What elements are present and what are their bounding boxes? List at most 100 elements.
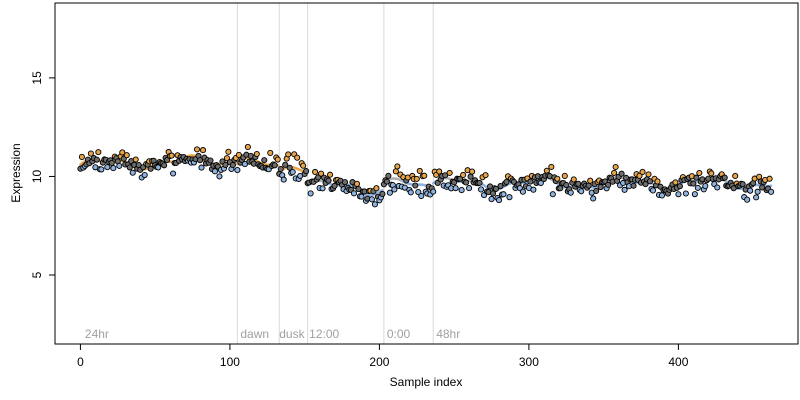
- x-tick-label: 300: [519, 355, 539, 369]
- data-point: [373, 185, 380, 192]
- data-point: [593, 187, 600, 195]
- data-point: [416, 167, 423, 175]
- data-point: [350, 190, 358, 197]
- data-point: [225, 148, 232, 155]
- data-point: [587, 177, 594, 184]
- y-tick-label: 15: [30, 71, 44, 85]
- data-point: [691, 191, 698, 198]
- data-point: [78, 153, 85, 160]
- data-point: [753, 194, 760, 201]
- data-point: [234, 167, 241, 174]
- data-point: [696, 169, 703, 177]
- x-axis-title: Sample index: [390, 375, 463, 389]
- data-point: [682, 190, 689, 197]
- data-point: [223, 155, 230, 162]
- data-point: [466, 185, 473, 192]
- data-point: [612, 163, 619, 171]
- data-point: [649, 187, 657, 194]
- data-point: [318, 170, 325, 177]
- data-point: [469, 168, 476, 175]
- data-point: [597, 183, 604, 191]
- condition-label: 48hr: [436, 327, 460, 341]
- data-point: [307, 190, 314, 197]
- data-point: [497, 183, 504, 190]
- data-point: [289, 169, 296, 176]
- data-point: [478, 186, 485, 193]
- data-point: [527, 178, 534, 185]
- data-point: [549, 191, 556, 198]
- data-point: [331, 182, 338, 189]
- data-point: [312, 168, 319, 176]
- x-tick-label: 0: [77, 355, 84, 369]
- data-point: [294, 154, 301, 161]
- data-point: [161, 162, 168, 169]
- data-point: [168, 152, 175, 159]
- data-point: [119, 149, 126, 156]
- data-point: [488, 196, 495, 203]
- data-point: [87, 150, 94, 157]
- data-point: [126, 164, 133, 171]
- data-point: [570, 176, 577, 183]
- data-point: [386, 189, 393, 196]
- data-point: [467, 173, 474, 180]
- data-point: [123, 152, 130, 159]
- data-point: [368, 196, 375, 203]
- data-point: [193, 146, 201, 153]
- data-point: [407, 189, 414, 196]
- data-point: [732, 172, 739, 180]
- data-point: [590, 195, 597, 202]
- data-point: [353, 180, 361, 187]
- data-point: [557, 185, 564, 192]
- data-point: [482, 172, 489, 179]
- x-axis: 0 100 200 300 400: [77, 343, 689, 369]
- data-point: [506, 194, 513, 201]
- data-point: [548, 163, 555, 170]
- condition-label: 0:00: [387, 327, 411, 341]
- data-point: [164, 156, 171, 164]
- data-point: [654, 178, 661, 185]
- data-point: [537, 179, 544, 187]
- data-point: [129, 169, 136, 176]
- data-point: [495, 197, 503, 204]
- data-point: [658, 192, 666, 199]
- data-point: [413, 175, 420, 182]
- data-point: [116, 162, 123, 169]
- data-point: [196, 157, 204, 164]
- data-point: [325, 177, 332, 184]
- data-point: [421, 172, 428, 179]
- data-point: [108, 159, 115, 166]
- data-point: [285, 151, 292, 158]
- data-point: [235, 151, 242, 158]
- data-point: [636, 172, 643, 179]
- data-point: [241, 161, 248, 168]
- data-point: [341, 179, 349, 186]
- data-point: [253, 150, 260, 158]
- data-point: [141, 171, 148, 179]
- data-point: [694, 184, 701, 191]
- data-point: [95, 149, 102, 156]
- data-point: [430, 188, 437, 195]
- data-point: [244, 143, 251, 150]
- condition-label: 12:00: [309, 327, 339, 341]
- data-point: [93, 156, 100, 163]
- data-point: [319, 185, 326, 192]
- data-point: [500, 191, 507, 198]
- data-point: [646, 178, 654, 185]
- data-point: [503, 178, 510, 185]
- data-point: [436, 168, 443, 175]
- data-point: [110, 165, 117, 172]
- x-tick-label: 400: [668, 355, 688, 369]
- data-point: [267, 149, 274, 156]
- data-point: [274, 156, 281, 163]
- data-point: [766, 175, 773, 182]
- data-point: [452, 185, 459, 192]
- data-point: [639, 168, 646, 175]
- data-point: [708, 170, 715, 177]
- data-point: [554, 175, 561, 182]
- data-point: [371, 201, 378, 208]
- data-point: [458, 187, 465, 194]
- data-point: [383, 178, 390, 185]
- data-point: [147, 165, 154, 172]
